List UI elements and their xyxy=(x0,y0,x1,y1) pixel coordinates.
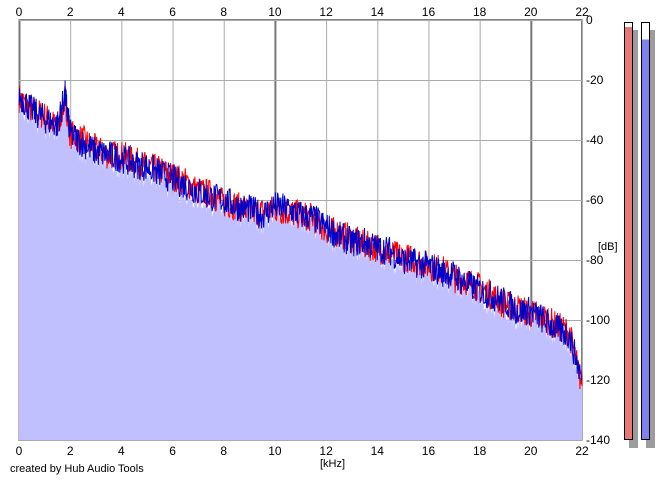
x-tick-label-bottom: 10 xyxy=(268,444,282,458)
level-meter-right xyxy=(641,22,650,440)
x-tick-label-top: 2 xyxy=(67,5,74,19)
x-tick-label-bottom: 6 xyxy=(169,444,176,458)
x-tick-label-top: 20 xyxy=(524,5,538,19)
y-tick-label: -60 xyxy=(586,193,604,207)
y-axis-label: [dB] xyxy=(598,241,618,253)
x-tick-label-top: 10 xyxy=(268,5,282,19)
x-tick-label-top: 0 xyxy=(16,5,23,19)
x-tick-label-bottom: 20 xyxy=(524,444,538,458)
y-tick-label: -40 xyxy=(586,133,604,147)
x-tick-label-bottom: 0 xyxy=(16,444,23,458)
y-tick-label: -80 xyxy=(586,253,604,267)
spectrum-fill xyxy=(19,86,582,440)
x-tick-label-top: 22 xyxy=(575,5,589,19)
meter-left-shadow xyxy=(629,30,638,448)
meter-right-shadow xyxy=(646,30,655,448)
x-tick-label-bottom: 8 xyxy=(220,444,227,458)
x-tick-label-bottom: 16 xyxy=(422,444,436,458)
x-tick-label-bottom: 22 xyxy=(575,444,589,458)
x-axis-label: [kHz] xyxy=(320,458,346,470)
y-tick-label: -120 xyxy=(586,373,610,387)
x-tick-label-bottom: 12 xyxy=(319,444,333,458)
y-tick-label: -20 xyxy=(586,73,604,87)
x-tick-label-top: 18 xyxy=(473,5,487,19)
x-tick-label-top: 12 xyxy=(319,5,333,19)
x-tick-label-top: 14 xyxy=(371,5,385,19)
x-tick-label-top: 6 xyxy=(169,5,176,19)
y-tick-label: 0 xyxy=(586,13,593,27)
series-blue-line xyxy=(18,80,583,381)
y-tick-label: -100 xyxy=(586,313,610,327)
credit-text: created by Hub Audio Tools xyxy=(10,463,144,475)
x-tick-label-bottom: 2 xyxy=(67,444,74,458)
x-tick-label-top: 4 xyxy=(118,5,125,19)
x-tick-label-bottom: 4 xyxy=(118,444,125,458)
level-meter-left xyxy=(624,22,633,440)
y-tick-label: -140 xyxy=(586,433,610,447)
x-tick-label-top: 8 xyxy=(220,5,227,19)
x-tick-label-bottom: 14 xyxy=(371,444,385,458)
x-tick-label-top: 16 xyxy=(422,5,436,19)
x-tick-label-bottom: 18 xyxy=(473,444,487,458)
